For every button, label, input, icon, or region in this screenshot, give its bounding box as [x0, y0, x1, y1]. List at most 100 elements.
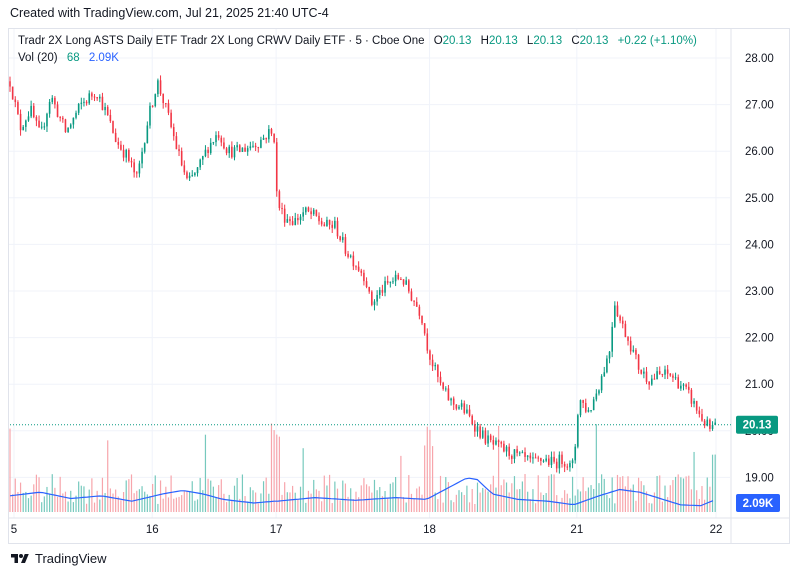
volume-bar	[571, 476, 574, 512]
candle-body	[252, 145, 254, 147]
candle-body	[376, 294, 378, 302]
candle-body	[571, 460, 574, 464]
candle-body	[262, 137, 265, 140]
volume-bar	[75, 495, 77, 512]
candle-body	[563, 463, 566, 467]
candle-body	[532, 457, 534, 459]
volume-bar	[138, 489, 141, 512]
volume-bar	[674, 476, 677, 512]
candle-body	[75, 112, 77, 118]
volume-bar	[545, 493, 547, 512]
candle-body	[320, 221, 323, 225]
candle-body	[365, 281, 368, 287]
candle-body	[526, 455, 529, 457]
candle-body	[217, 135, 220, 138]
volume-bar	[146, 494, 148, 512]
volume-bar	[175, 497, 177, 512]
volume-bar	[519, 489, 521, 512]
candle-body	[307, 207, 310, 212]
candle-body	[331, 224, 334, 228]
volume-bar	[181, 495, 183, 512]
volume-bar	[384, 491, 386, 512]
volume-bar	[424, 445, 426, 512]
candle-body	[231, 146, 233, 158]
candle-body	[38, 120, 40, 128]
candle-body	[334, 220, 336, 228]
candle-body	[130, 160, 133, 163]
created-with-banner: Created with TradingView.com, Jul 21, 20…	[10, 6, 329, 20]
volume-bar	[152, 483, 154, 512]
volume-bar	[637, 477, 640, 512]
candle-body	[215, 135, 217, 143]
volume-bar	[458, 490, 460, 512]
volume-bar	[19, 482, 22, 512]
y-tick-label: 24.00	[745, 239, 774, 251]
candle-body	[439, 376, 442, 383]
y-tick-label: 25.00	[745, 193, 774, 205]
candle-body	[574, 446, 577, 461]
candle-body	[32, 105, 35, 118]
candle-body	[249, 146, 252, 149]
candle-body	[471, 415, 474, 425]
candle-body	[706, 419, 709, 426]
volume-bar	[294, 492, 296, 512]
candle-body	[341, 237, 344, 241]
footer-brand[interactable]: TradingView	[10, 551, 107, 566]
volume-bar	[334, 481, 336, 512]
candle-body	[318, 215, 320, 222]
candle-body	[669, 373, 672, 376]
volume-bar	[442, 502, 444, 512]
candle-body	[286, 219, 289, 223]
volume-bar	[202, 490, 204, 512]
volume-bar	[373, 479, 376, 512]
volume-bar	[400, 455, 402, 512]
volume-bar	[178, 496, 180, 512]
candle-body	[25, 120, 27, 127]
candle-body	[656, 371, 658, 380]
candle-body	[711, 425, 714, 429]
volume-bar	[292, 485, 294, 512]
volume-bar	[120, 500, 122, 512]
volume-bar	[115, 489, 117, 512]
volume-bar	[313, 479, 315, 512]
volume-bar	[72, 502, 74, 512]
volume-bar	[431, 446, 434, 512]
candle-body	[178, 149, 180, 152]
volume-bar	[648, 502, 650, 512]
volume-bar	[284, 482, 286, 512]
volume-bar	[188, 491, 191, 512]
candle-body	[135, 172, 138, 174]
candle-body	[558, 454, 561, 469]
candle-body	[426, 333, 429, 351]
volume-bar	[624, 486, 626, 512]
volume-bar	[247, 501, 249, 512]
legend-volume-ma-value: 2.09K	[88, 52, 119, 64]
volume-bar	[307, 490, 310, 512]
candle-body	[584, 402, 587, 412]
volume-bar	[429, 429, 431, 512]
volume-bar	[46, 486, 48, 512]
volume-bar	[651, 503, 653, 512]
volume-bar	[17, 492, 19, 512]
volume-bar	[704, 499, 706, 512]
volume-bar	[577, 489, 579, 512]
candle-body	[561, 454, 563, 464]
volume-bar	[397, 498, 399, 512]
candle-body	[109, 115, 112, 122]
volume-bar	[315, 489, 317, 512]
volume-bar	[395, 476, 397, 512]
candle-body	[357, 266, 360, 271]
candle-body	[505, 446, 508, 452]
volume-bar	[413, 498, 415, 512]
volume-bar	[561, 497, 563, 512]
volume-bar	[54, 487, 56, 512]
candle-body	[423, 323, 426, 334]
candle-body	[233, 147, 236, 158]
candle-body	[246, 148, 249, 152]
volume-bar	[215, 497, 217, 512]
candle-body	[236, 145, 238, 148]
volume-bar	[616, 474, 619, 512]
candle-body	[273, 133, 275, 143]
candle-body	[291, 221, 294, 225]
